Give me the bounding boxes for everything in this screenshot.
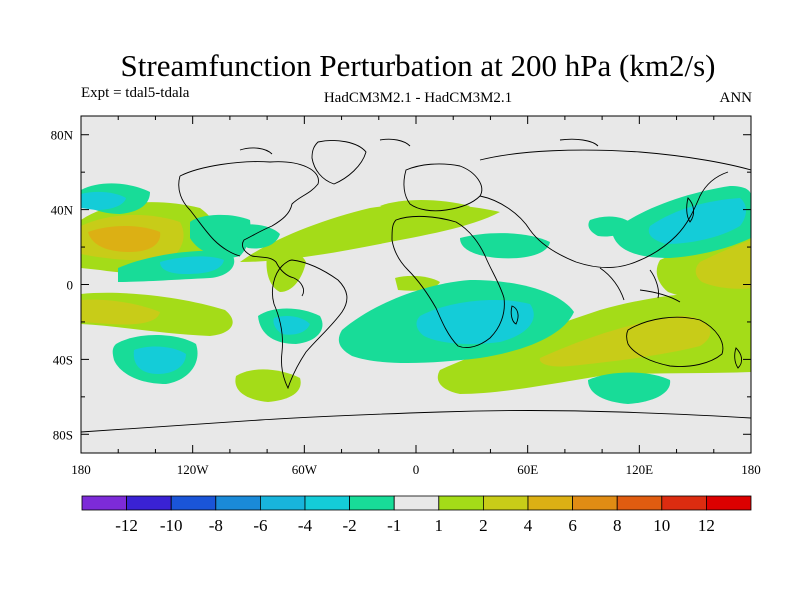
colorbar-swatch [527, 495, 573, 511]
contour-neg-gulf-mexico [235, 224, 280, 249]
chart-title: Streamfunction Perturbation at 200 hPa (… [121, 48, 716, 83]
colorbar: -12 -10 -8 -6 -4 -2 -1 1 2 4 6 8 10 12 [81, 495, 752, 535]
colorbar-level-label: 8 [613, 516, 622, 535]
contour-neg-north-atlantic-4 [81, 191, 126, 210]
colorbar-level-label: -2 [343, 516, 357, 535]
contour-fills [81, 183, 751, 404]
colorbar-level-label: 1 [435, 516, 444, 535]
coast-arctic-islands [239, 138, 599, 155]
colorbar-swatch [215, 495, 261, 511]
colorbar-swatch [393, 495, 440, 511]
coast-europe [403, 163, 483, 212]
coast-south-america [271, 259, 348, 390]
x-tick-label: 0 [413, 462, 420, 477]
contour-neg-south-pacific-4 [133, 346, 186, 374]
coast-madagascar [510, 305, 519, 325]
colorbar-level-label: -4 [298, 516, 313, 535]
coast-japan [686, 197, 695, 223]
colorbar-level-label: -10 [160, 516, 183, 535]
x-tick-label: 120W [177, 462, 210, 477]
colorbar-level-label: -12 [115, 516, 138, 535]
x-tick-label: 180 [71, 462, 91, 477]
colorbar-swatch [482, 495, 529, 511]
contour-pos-europe-north [380, 200, 470, 215]
colorbar-level-label: 12 [698, 516, 715, 535]
contour-pos-central-america [266, 248, 306, 292]
colorbar-level-label: 6 [568, 516, 577, 535]
contour-pos-africa-north [395, 275, 440, 291]
contour-neg-south-america-4 [273, 316, 310, 335]
y-tick-label: 80S [53, 427, 73, 442]
contour-pos-northeast-atlantic [240, 203, 500, 262]
map-panel [81, 116, 751, 453]
coast-africa [391, 215, 505, 349]
coast-new-zealand [734, 347, 743, 369]
coastlines [81, 138, 751, 433]
colorbar-swatch [304, 495, 350, 511]
x-tick-label: 60W [292, 462, 318, 477]
colorbar-swatch [349, 495, 395, 511]
colorbar-level-label: 4 [524, 516, 533, 535]
contour-pos-north-pacific-east-6 [88, 226, 161, 252]
contour-neg-tibet [588, 216, 632, 237]
contour-pos-australia-4 [539, 316, 711, 367]
coast-southeast-asia [599, 267, 681, 303]
x-axis: 180 120W 60W 0 60E 120E 180 [71, 116, 761, 477]
y-tick-label: 40N [51, 203, 74, 218]
experiment-label: Expt = tdal5-tdala [81, 85, 190, 101]
coast-north-america [178, 161, 319, 297]
contour-neg-north-pacific-west-4 [648, 198, 746, 244]
colorbar-level-label: -1 [387, 516, 401, 535]
colorbar-swatch [259, 495, 306, 511]
colorbar-level-label: -8 [209, 516, 223, 535]
colorbar-swatch [572, 495, 618, 511]
coast-australia [626, 316, 724, 367]
colorbar-level-label: 10 [653, 516, 670, 535]
colorbar-swatch [81, 495, 127, 511]
colorbar-swatch [126, 495, 172, 511]
x-tick-label: 180 [741, 462, 761, 477]
colorbar-swatch [438, 495, 484, 511]
contour-neg-eastern-pacific-4 [160, 256, 224, 274]
contour-neg-middle-east [460, 233, 550, 259]
colorbar-level-label: -6 [253, 516, 267, 535]
x-tick-label: 120E [626, 462, 654, 477]
contour-neg-north-america [190, 214, 251, 258]
y-tick-label: 80N [51, 128, 74, 143]
x-tick-label: 60E [517, 462, 538, 477]
season-label: ANN [720, 90, 753, 106]
model-label: HadCM3M2.1 - HadCM3M2.1 [324, 90, 512, 106]
contour-neg-south-indian [588, 372, 671, 404]
y-axis: 80N 40N 0 40S 80S [51, 128, 751, 442]
contour-pos-west-pacific-4 [695, 240, 751, 289]
coast-greenland [311, 140, 367, 185]
y-tick-label: 40S [53, 352, 73, 367]
coast-antarctica [81, 410, 751, 433]
colorbar-swatch [616, 495, 663, 511]
colorbar-swatch [706, 495, 752, 511]
y-tick-label: 0 [67, 278, 74, 293]
contour-pos-tropical-pacific-4 [81, 299, 160, 325]
colorbar-swatch [661, 495, 707, 511]
colorbar-level-label: 2 [479, 516, 488, 535]
colorbar-swatch [170, 495, 217, 511]
coast-asia [479, 149, 751, 269]
